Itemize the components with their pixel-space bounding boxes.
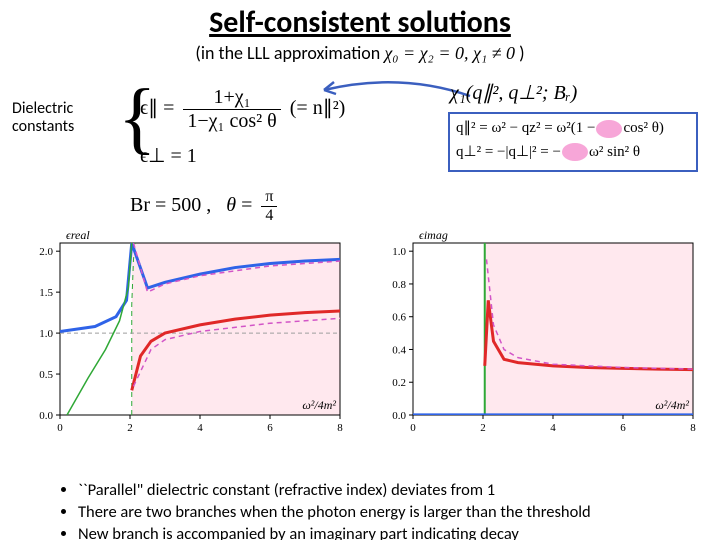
- svg-text:0.4: 0.4: [392, 344, 406, 356]
- svg-text:0: 0: [410, 422, 416, 434]
- subtitle: (in the LLL approximation χ₀ = χ₂ = 0, χ…: [0, 42, 720, 64]
- dielectric-equations: ϵ∥ = 1+χ₁ 1−χ₁ cos² θ (= n∥²) ϵ⊥ = 1: [140, 86, 345, 168]
- svg-text:0.8: 0.8: [392, 279, 406, 291]
- bullet-3: New branch is accompanied by an imaginar…: [78, 523, 591, 540]
- q-definitions-box: q∥² = ω² − qz² = ω²(1 −cos² θ) q⊥² = −|q…: [448, 112, 698, 172]
- eps-perp-eq: ϵ⊥ = 1: [140, 143, 345, 168]
- svg-text:4: 4: [197, 422, 203, 434]
- eps-parallel-eq: ϵ∥ = 1+χ₁ 1−χ₁ cos² θ (= n∥²): [140, 86, 345, 133]
- svg-text:6: 6: [620, 422, 626, 434]
- svg-text:1.5: 1.5: [39, 287, 53, 299]
- svg-text:ϵimag: ϵimag: [419, 228, 448, 242]
- svg-text:0.0: 0.0: [392, 410, 406, 422]
- svg-text:0.0: 0.0: [39, 410, 53, 422]
- subtitle-math: χ₀ = χ₂ = 0, χ₁ ≠ 0: [384, 43, 515, 63]
- bullet-list: ``Parallel" dielectric constant (refract…: [38, 479, 591, 540]
- qperp-line: q⊥² = −|q⊥|² = −ω² sin² θ: [456, 142, 690, 162]
- svg-text:0: 0: [57, 422, 63, 434]
- bullet-2: There are two branches when the photon e…: [78, 501, 591, 523]
- svg-text:2.0: 2.0: [39, 246, 53, 258]
- svg-text:0.2: 0.2: [392, 377, 406, 389]
- svg-text:ω²/4m²: ω²/4m²: [655, 398, 689, 412]
- chart-eps-imag: 0.0 0.2 0.4 0.6 0.8 1.0 0 2 4 6 8 ϵimag ω²/4m²: [375, 225, 705, 445]
- svg-text:2: 2: [127, 422, 133, 434]
- svg-text:4: 4: [550, 422, 556, 434]
- qpar-line: q∥² = ω² − qz² = ω²(1 −cos² θ): [456, 118, 690, 138]
- svg-text:8: 8: [337, 422, 343, 434]
- svg-text:2: 2: [480, 422, 486, 434]
- svg-text:1.0: 1.0: [392, 246, 406, 258]
- subtitle-suffix: ): [519, 42, 524, 64]
- subtitle-prefix: (in the LLL approximation: [195, 42, 380, 64]
- pink-highlight-icon: [562, 143, 588, 161]
- bullet-1: ``Parallel" dielectric constant (refract…: [78, 479, 591, 501]
- svg-text:1.0: 1.0: [39, 328, 53, 340]
- svg-text:ϵreal: ϵreal: [66, 228, 90, 242]
- slide-title: Self-consistent solutions: [0, 4, 720, 41]
- svg-text:ω²/4m²: ω²/4m²: [302, 398, 336, 412]
- chart-eps-real: 0.0 0.5 1.0 1.5 2.0 0 2 4 6 8 ϵreal ω²/4m²: [22, 225, 352, 445]
- svg-text:8: 8: [690, 422, 696, 434]
- chi1-expression: χ₁(q∥², q⊥²; Bᵣ): [450, 80, 577, 105]
- svg-text:6: 6: [267, 422, 273, 434]
- pink-highlight-icon: [596, 120, 622, 138]
- svg-text:0.6: 0.6: [392, 312, 406, 324]
- dielectric-label: Dielectricconstants: [12, 100, 74, 137]
- parameters-text: Br = 500 , θ = π4: [130, 188, 281, 225]
- svg-text:0.5: 0.5: [39, 369, 53, 381]
